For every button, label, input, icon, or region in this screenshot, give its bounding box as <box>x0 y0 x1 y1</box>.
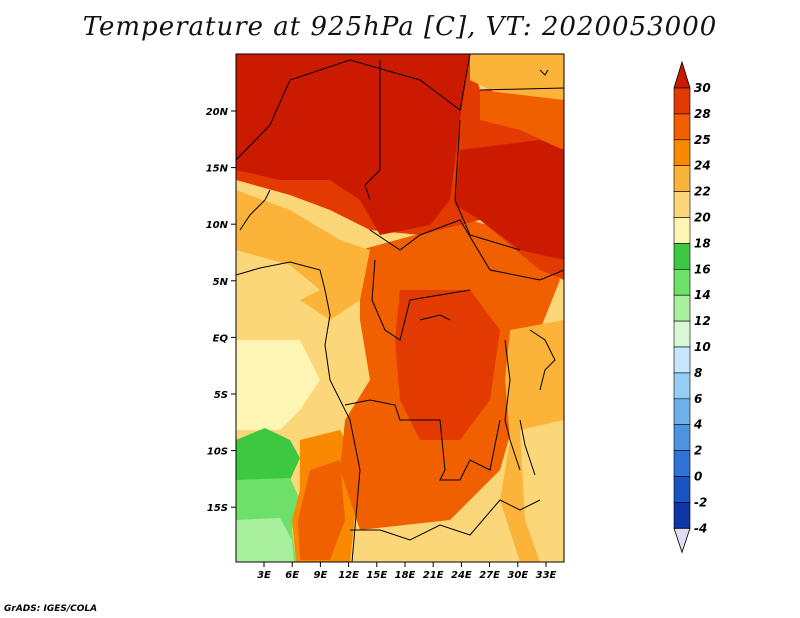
sahara-borders <box>236 54 471 161</box>
great-lakes-rift <box>504 339 521 471</box>
colorbar-level-label: 28 <box>694 107 711 121</box>
coastlines-borders <box>236 54 564 562</box>
congo-northern-borders <box>371 259 471 341</box>
congo-basin-hot <box>395 290 500 440</box>
ocean-pale-region <box>236 340 320 430</box>
colorbar-band <box>673 87 691 115</box>
colorbar-level-label: 16 <box>694 262 711 276</box>
lat-tick-label: 15S <box>207 503 228 514</box>
angola-drc-borders <box>344 399 501 481</box>
colorbar-bottom-arrow <box>673 527 691 554</box>
lon-tick-label: 30E <box>507 570 528 581</box>
guinea-coast-cool <box>236 250 320 300</box>
lon-tick-label: 27E <box>479 570 500 581</box>
latitude-axis: 20N 15N 10N 5N EQ 5S 10S 15S <box>206 107 236 514</box>
colorbar-top-arrow <box>673 60 691 89</box>
colorbar-band <box>673 320 691 348</box>
colorbar-level-label: 20 <box>694 211 711 225</box>
colorbar-level-label: 6 <box>694 392 702 406</box>
colorbar-level-label: 24 <box>694 159 711 173</box>
lon-tick-label: 12E <box>338 570 359 581</box>
east-africa-cool <box>520 420 564 562</box>
colorbar-band <box>673 165 691 192</box>
colorbar-level-label: 2 <box>694 444 702 458</box>
lon-tick-label: 18E <box>395 570 416 581</box>
sw-hot-region <box>298 460 345 560</box>
inland-lake-mark <box>419 314 451 321</box>
lon-tick-label: 3E <box>257 570 271 581</box>
colorbar-level-label: 4 <box>693 418 702 432</box>
colorbar-band <box>673 217 691 244</box>
sahara-hottest <box>236 54 470 235</box>
colorbar-level-label: 25 <box>694 133 711 147</box>
lon-tick-label: 24E <box>451 570 472 581</box>
lat-tick-label: 15N <box>206 164 229 175</box>
colorbar-band <box>673 424 691 451</box>
southern-borders <box>350 499 541 541</box>
lon-tick-label: 33E <box>536 570 557 581</box>
colorbar-level-label: 18 <box>694 236 711 250</box>
lat-tick-label: 10N <box>206 220 229 231</box>
west-african-borders <box>239 189 271 231</box>
cool-patch-16-18 <box>236 428 300 482</box>
colorbar-band <box>673 268 691 296</box>
lat-tick-label: 20N <box>206 107 229 118</box>
colorbar-level-label: -2 <box>694 495 707 509</box>
colorbar-band <box>673 113 691 141</box>
lat-tick-label: 5S <box>214 390 228 401</box>
longitude-axis: 3E 6E 9E 12E 15E 18E 21E 24E 27E 30E 33E <box>257 562 557 581</box>
colorbar-level-label: -4 <box>694 521 707 535</box>
colorbar-band <box>673 476 691 503</box>
egypt-border <box>479 87 564 91</box>
lake-victoria-outline <box>529 329 556 391</box>
map-frame <box>235 53 565 563</box>
colorbar-band <box>673 372 691 400</box>
colorbar-band <box>673 502 691 529</box>
car-sudan-borders <box>369 219 564 281</box>
sudan-border <box>454 119 521 251</box>
colorbar-band <box>673 450 691 477</box>
lake-tanganyika-outline <box>519 419 536 476</box>
colorbar-band <box>673 139 691 167</box>
credit-text: GrADS: IGES/COLA <box>4 604 98 614</box>
colorbar-band <box>673 191 691 218</box>
colorbar-level-label: 12 <box>694 314 711 328</box>
west-coastline <box>236 261 361 562</box>
colorbar-band <box>673 398 691 425</box>
sudan-hottest <box>455 140 564 260</box>
colorbar-level-label: 8 <box>694 366 702 380</box>
north-warm-band <box>480 90 564 150</box>
cool-patch-12-14 <box>236 518 294 562</box>
niger-chad-border <box>364 60 381 201</box>
colorbar-level-label: 0 <box>694 470 702 484</box>
lon-tick-label: 9E <box>314 570 328 581</box>
lon-tick-label: 21E <box>423 570 444 581</box>
colorbar-band <box>673 294 691 322</box>
colorbar-band <box>673 243 691 270</box>
colorbar-level-label: 30 <box>694 81 711 95</box>
temperature-field <box>236 54 564 562</box>
lon-tick-label: 15E <box>366 570 387 581</box>
nile-delta-mark <box>539 69 549 76</box>
colorbar-level-label: 22 <box>694 185 711 199</box>
plot-title: Temperature at 925hPa [C], VT: 202005300… <box>82 12 718 42</box>
lat-tick-label: 10S <box>207 447 228 458</box>
colorbar-band <box>673 346 691 374</box>
lat-tick-label: EQ <box>213 333 229 344</box>
colorbar-level-label: 14 <box>694 288 711 302</box>
colorbar-level-label: 10 <box>694 340 711 354</box>
lon-tick-label: 6E <box>285 570 299 581</box>
lat-tick-label: 5N <box>213 277 229 288</box>
